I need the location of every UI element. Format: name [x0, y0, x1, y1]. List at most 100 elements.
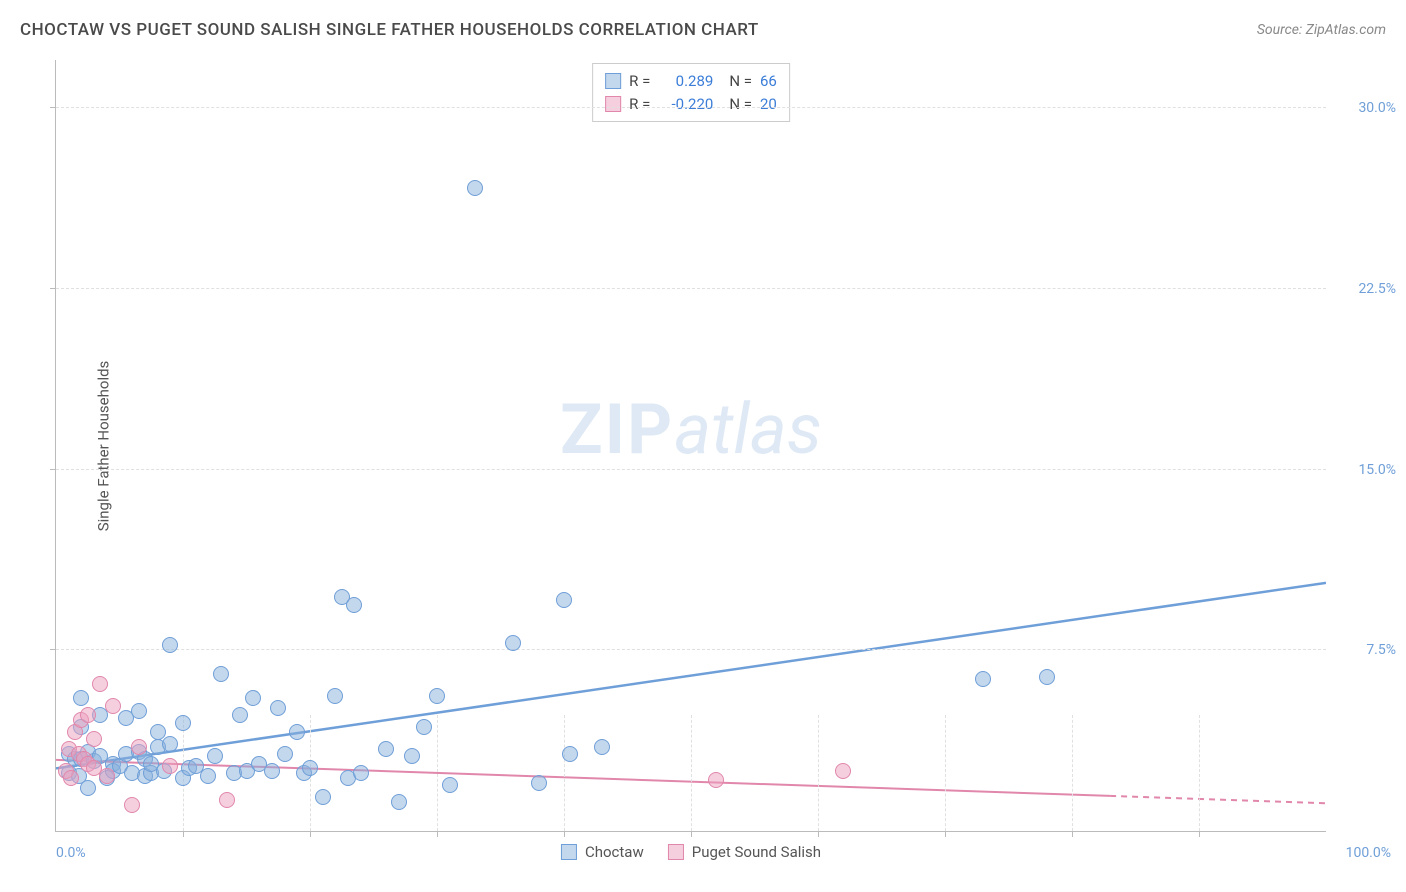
scatter-point: [131, 703, 147, 719]
y-tick: [50, 107, 56, 108]
scatter-point: [86, 731, 102, 747]
scatter-point: [105, 698, 121, 714]
legend-n-label-0: N =: [729, 70, 752, 93]
gridline-v: [1072, 715, 1073, 831]
x-tick: [183, 831, 184, 837]
scatter-point: [708, 772, 724, 788]
scatter-point: [63, 770, 79, 786]
legend-stats-row-1: R = -0.220 N = 20: [605, 93, 777, 116]
scatter-point: [556, 592, 572, 608]
scatter-point: [80, 780, 96, 796]
x-tick: [818, 831, 819, 837]
legend-r-label-0: R =: [629, 70, 650, 93]
scatter-point: [131, 739, 147, 755]
x-axis-end-label: 100.0%: [1346, 845, 1391, 861]
legend-series-item-1: Puget Sound Salish: [668, 843, 821, 861]
y-tick: [50, 288, 56, 289]
scatter-point: [562, 746, 578, 762]
scatter-point: [505, 635, 521, 651]
gridline-v: [691, 715, 692, 831]
plot-area: ZIPatlas R = 0.289 N = 66 R = -0.220 N =…: [55, 60, 1326, 832]
scatter-point: [245, 690, 261, 706]
x-tick: [564, 831, 565, 837]
y-tick-label: 30.0%: [1358, 100, 1396, 116]
gridline-h: [56, 107, 1326, 108]
legend-series-swatch-0: [561, 844, 577, 860]
legend-series: Choctaw Puget Sound Salish: [561, 843, 821, 861]
source-label: Source: ZipAtlas.com: [1257, 22, 1386, 38]
scatter-point: [162, 637, 178, 653]
scatter-point: [1039, 669, 1055, 685]
scatter-point: [531, 775, 547, 791]
scatter-point: [835, 763, 851, 779]
scatter-point: [124, 797, 140, 813]
scatter-point: [150, 724, 166, 740]
legend-stats: R = 0.289 N = 66 R = -0.220 N = 20: [592, 63, 790, 122]
x-tick: [945, 831, 946, 837]
scatter-point: [73, 690, 89, 706]
gridline-v: [564, 715, 565, 831]
x-axis-start-label: 0.0%: [56, 845, 86, 861]
legend-stats-row-0: R = 0.289 N = 66: [605, 70, 777, 93]
gridline-v: [1199, 715, 1200, 831]
scatter-point: [353, 765, 369, 781]
scatter-point: [467, 180, 483, 196]
x-tick: [310, 831, 311, 837]
y-tick: [50, 469, 56, 470]
chart-title: CHOCTAW VS PUGET SOUND SALISH SINGLE FAT…: [20, 20, 759, 40]
scatter-point: [200, 768, 216, 784]
legend-swatch-blue: [605, 73, 621, 89]
y-tick-label: 15.0%: [1358, 462, 1396, 478]
scatter-point: [327, 688, 343, 704]
legend-r-value-1: -0.220: [658, 93, 713, 116]
legend-n-label-1: N =: [729, 93, 752, 116]
gridline-h: [56, 649, 1326, 650]
watermark-zip: ZIP: [560, 389, 674, 471]
legend-series-swatch-1: [668, 844, 684, 860]
legend-series-item-0: Choctaw: [561, 843, 644, 861]
scatter-point: [175, 715, 191, 731]
scatter-point: [346, 597, 362, 613]
gridline-v: [818, 715, 819, 831]
scatter-point: [270, 700, 286, 716]
scatter-point: [92, 676, 108, 692]
scatter-point: [416, 719, 432, 735]
gridline-h: [56, 469, 1326, 470]
gridline-v: [437, 715, 438, 831]
x-tick: [1199, 831, 1200, 837]
watermark-atlas: atlas: [674, 389, 822, 471]
scatter-point: [302, 760, 318, 776]
legend-r-value-0: 0.289: [658, 70, 713, 93]
scatter-point: [594, 739, 610, 755]
gridline-h: [56, 288, 1326, 289]
scatter-point: [429, 688, 445, 704]
x-tick: [691, 831, 692, 837]
y-tick: [50, 649, 56, 650]
trend-line-dashed: [1110, 796, 1326, 803]
y-tick-label: 7.5%: [1366, 642, 1396, 658]
scatter-point: [80, 707, 96, 723]
scatter-point: [264, 763, 280, 779]
scatter-point: [975, 671, 991, 687]
scatter-point: [289, 724, 305, 740]
scatter-point: [162, 736, 178, 752]
scatter-point: [277, 746, 293, 762]
legend-n-value-1: 20: [760, 93, 777, 116]
scatter-point: [404, 748, 420, 764]
gridline-v: [945, 715, 946, 831]
scatter-point: [442, 777, 458, 793]
legend-series-label-0: Choctaw: [585, 843, 644, 861]
legend-series-label-1: Puget Sound Salish: [692, 843, 821, 861]
scatter-point: [213, 666, 229, 682]
x-tick: [437, 831, 438, 837]
scatter-point: [99, 768, 115, 784]
scatter-point: [219, 792, 235, 808]
legend-n-value-0: 66: [760, 70, 777, 93]
legend-r-label-1: R =: [629, 93, 650, 116]
x-tick: [1072, 831, 1073, 837]
scatter-point: [391, 794, 407, 810]
scatter-point: [232, 707, 248, 723]
scatter-point: [378, 741, 394, 757]
scatter-point: [207, 748, 223, 764]
watermark: ZIPatlas: [560, 389, 822, 471]
